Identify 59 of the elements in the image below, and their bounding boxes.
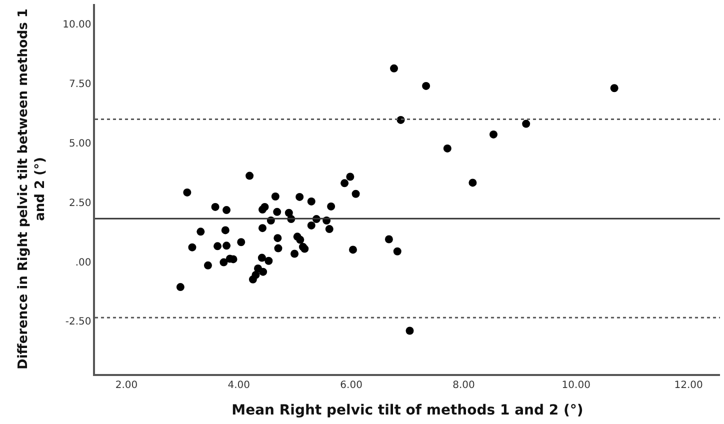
point <box>340 179 349 188</box>
point <box>264 256 273 265</box>
point <box>406 326 414 335</box>
point <box>204 261 212 270</box>
point <box>384 235 393 244</box>
x-axis-title: Mean Right pelvic tilt of methods 1 and 2 (°) <box>232 402 584 419</box>
y-tick-label: 2.50 <box>68 198 92 209</box>
point <box>489 130 498 138</box>
point <box>274 244 282 252</box>
point <box>390 64 398 72</box>
point <box>352 190 360 198</box>
point <box>220 258 228 266</box>
point <box>443 144 452 152</box>
point <box>196 228 205 236</box>
y-tick-label: 5.00 <box>68 138 92 150</box>
point <box>296 192 304 201</box>
y-tick-label: .00 <box>75 257 92 268</box>
x-tick-label: 6.00 <box>340 380 362 391</box>
point <box>284 208 293 217</box>
point <box>327 202 336 210</box>
point <box>211 202 220 211</box>
x-tick-label: 2.00 <box>115 380 138 391</box>
point <box>296 236 304 244</box>
point <box>273 208 282 216</box>
point <box>221 226 230 234</box>
point <box>258 206 266 214</box>
point <box>222 206 231 214</box>
point <box>246 172 254 180</box>
point <box>346 172 354 181</box>
point <box>348 246 357 254</box>
point <box>237 238 246 246</box>
y-tick-label: -2.50 <box>65 316 92 328</box>
point <box>188 243 196 252</box>
point <box>522 120 530 128</box>
point <box>610 84 618 92</box>
point <box>258 224 266 232</box>
y-tick-label: 7.50 <box>68 79 92 90</box>
point <box>325 225 334 234</box>
x-tick-label: 4.00 <box>228 380 250 391</box>
point <box>259 268 268 276</box>
x-tick-label: 10.00 <box>562 380 590 391</box>
point <box>176 283 184 292</box>
point <box>271 192 280 200</box>
y-tick-label: 10.00 <box>62 20 92 31</box>
point <box>393 247 402 256</box>
point <box>274 234 282 242</box>
point <box>258 254 266 262</box>
point <box>422 82 430 90</box>
point <box>290 250 299 258</box>
x-tick-label: 12.00 <box>674 380 703 391</box>
point <box>307 197 316 206</box>
point <box>214 242 222 250</box>
x-tick-label: 8.00 <box>452 380 475 391</box>
point <box>307 221 316 230</box>
y-axis-title: Difference in Right pelvic tilt between methods 1 and 2 (°) <box>16 8 48 370</box>
point <box>183 188 192 196</box>
point <box>222 242 231 250</box>
point <box>468 178 477 187</box>
point <box>248 275 257 284</box>
